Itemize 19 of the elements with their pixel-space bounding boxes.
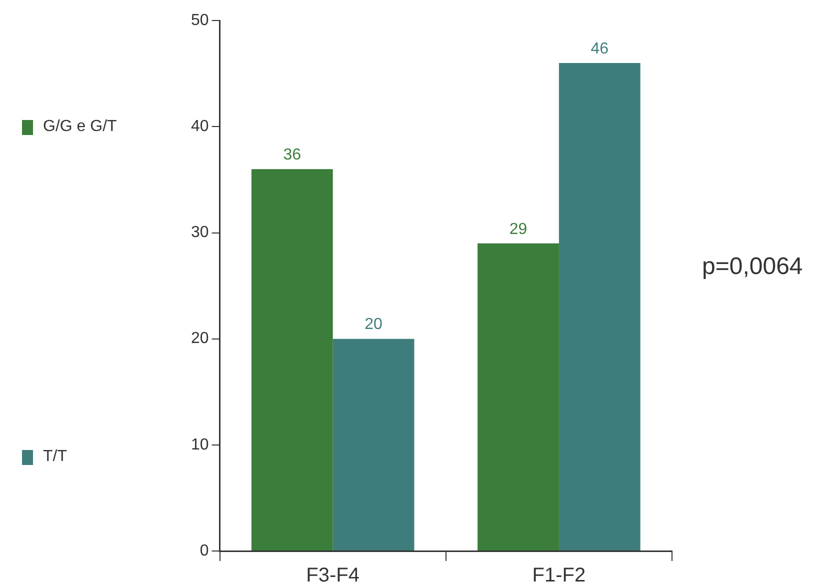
legend-label: T/T — [43, 448, 67, 466]
data-label: 20 — [364, 316, 383, 334]
data-label: 29 — [509, 220, 528, 238]
y-tick-label: 40 — [191, 118, 209, 136]
y-tick-label: 30 — [191, 224, 209, 242]
x-tick-label: F3-F4 — [306, 564, 360, 587]
bar — [251, 169, 333, 550]
x-tick-label: F1-F2 — [532, 564, 586, 587]
y-tick-label: 10 — [191, 436, 209, 454]
data-label: 46 — [590, 40, 609, 58]
bar — [478, 243, 559, 550]
y-tick-label: 20 — [191, 330, 209, 348]
y-tick-label: 50 — [191, 12, 209, 30]
text: p=0,0064 — [702, 253, 803, 281]
legend-label: G/G e G/T — [43, 118, 117, 136]
data-label: 36 — [283, 146, 302, 164]
bar — [558, 63, 640, 550]
bar — [332, 338, 414, 550]
y-tick-label: 0 — [200, 542, 209, 560]
